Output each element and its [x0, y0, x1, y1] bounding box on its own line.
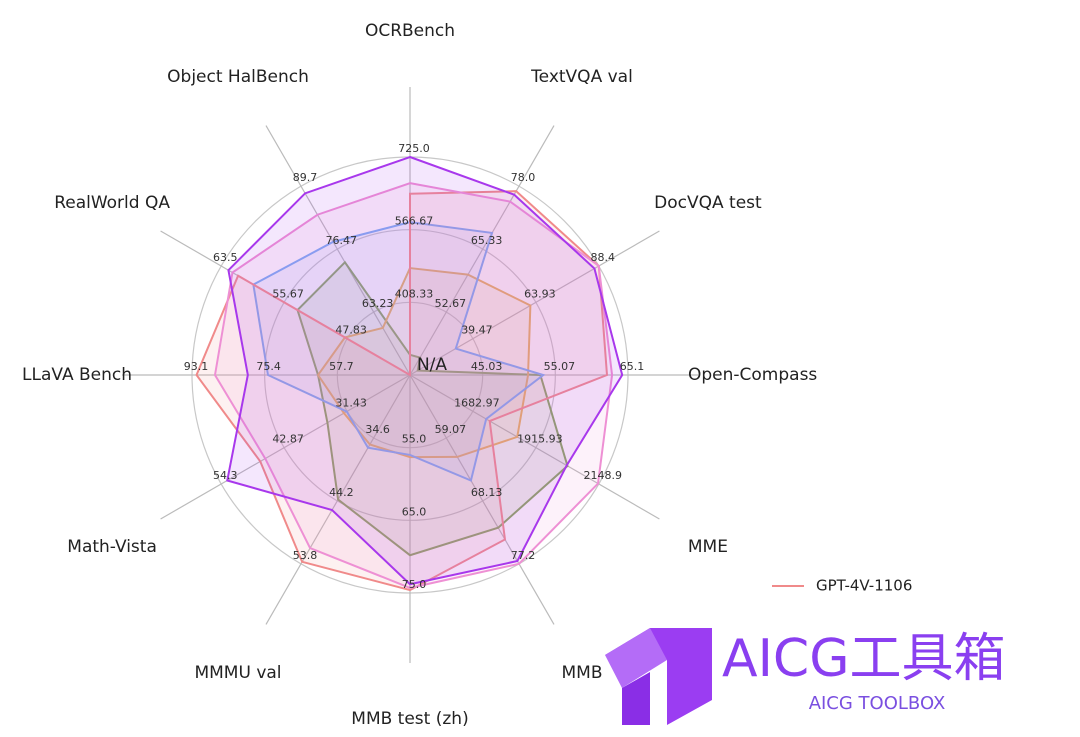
plot: OCRBench TextVQA val DocVQA test Open-Compa… — [22, 21, 912, 729]
axis-label: RealWorld QA — [54, 193, 170, 213]
axis-label: OCRBench — [365, 21, 455, 41]
tick-label: 55.07 — [544, 360, 576, 373]
logo-shape — [622, 672, 650, 725]
tick-label: 65.1 — [620, 360, 645, 373]
tick-label: 725.0 — [398, 142, 430, 155]
tick-label: 47.83 — [335, 324, 367, 337]
tick-label: 55.0 — [402, 433, 427, 446]
logo-title: AICG工具箱 — [722, 629, 1006, 689]
tick-label: 65.0 — [402, 505, 427, 518]
tick-label: 57.7 — [329, 360, 354, 373]
axis-line — [160, 374, 411, 520]
axis-label: MMMU val — [194, 663, 281, 683]
legend-label: GPT-4V-1106 — [816, 577, 912, 595]
tick-label: 63.93 — [524, 287, 556, 300]
logo-shape — [605, 628, 667, 688]
tick-label: 65.33 — [471, 234, 503, 247]
tick-label: 76.47 — [326, 234, 358, 247]
tick-label: 55.67 — [272, 287, 304, 300]
tick-label: 34.6 — [365, 423, 390, 436]
tick-label: 75.0 — [402, 578, 427, 591]
tick-label: 88.4 — [591, 251, 616, 264]
axis-label: MMB — [562, 663, 603, 683]
tick-label: 78.0 — [511, 171, 536, 184]
axis-line — [409, 125, 555, 376]
tick-label: 77.2 — [511, 549, 536, 562]
axis-label: MME — [688, 537, 728, 557]
tick-label: 44.2 — [329, 486, 354, 499]
tick-label: 42.87 — [272, 433, 304, 446]
axis-label: DocVQA test — [654, 193, 762, 213]
axis-label: Open-Compass — [688, 365, 817, 385]
axis-label: LLaVA Bench — [22, 365, 132, 385]
axis-label: MMB test (zh) — [351, 709, 468, 729]
tick-label: 2148.9 — [584, 469, 623, 482]
tick-label: 59.07 — [435, 423, 467, 436]
tick-label: 39.47 — [461, 324, 493, 337]
series-area — [226, 155, 624, 586]
tick-label: 63.5 — [213, 251, 238, 264]
axis-line — [265, 125, 411, 376]
tick-label: 31.43 — [335, 396, 367, 409]
axis-line — [409, 374, 660, 520]
tick-label: 1682.97 — [454, 396, 500, 409]
tick-label: 68.13 — [471, 486, 503, 499]
tick-label: 54.3 — [213, 469, 238, 482]
tick-label: 93.1 — [184, 360, 209, 373]
tick-label: 408.33 — [395, 287, 434, 300]
axis-label: Object HalBench — [167, 67, 309, 87]
axis-label: Math-Vista — [67, 537, 157, 557]
tick-label: 53.8 — [293, 549, 318, 562]
series-area — [213, 182, 614, 589]
tick-label: 89.7 — [293, 171, 318, 184]
tick-label: 63.23 — [362, 297, 394, 310]
axis-label: TextVQA val — [530, 67, 633, 87]
tick-label: 1915.93 — [517, 433, 563, 446]
center-label: N/A — [417, 355, 447, 375]
tick-label: 75.4 — [256, 360, 281, 373]
tick-label: 45.03 — [471, 360, 503, 373]
logo: AICG工具箱 AICG TOOLBOX — [605, 628, 1006, 725]
tick-label: 52.67 — [435, 297, 467, 310]
axis-line — [409, 374, 555, 625]
logo-subtitle: AICG TOOLBOX — [809, 693, 946, 714]
tick-label: 566.67 — [395, 215, 434, 228]
axis-line — [409, 230, 660, 376]
